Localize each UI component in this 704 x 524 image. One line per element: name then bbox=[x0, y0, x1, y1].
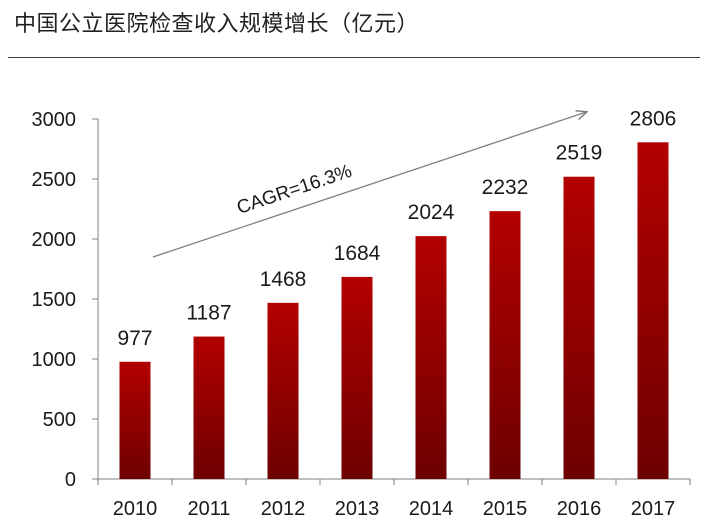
x-tick-label-2014: 2014 bbox=[409, 498, 454, 520]
y-tick-label: 1500 bbox=[32, 289, 77, 311]
y-tick-label: 1000 bbox=[32, 349, 77, 371]
title-divider bbox=[8, 57, 700, 58]
data-label-2013: 1684 bbox=[334, 242, 381, 265]
x-tick-label-2010: 2010 bbox=[113, 498, 158, 520]
bar-2011 bbox=[193, 336, 225, 479]
x-tick-label-2013: 2013 bbox=[335, 498, 380, 520]
data-label-2016: 2519 bbox=[556, 142, 603, 165]
bar-2014 bbox=[415, 236, 447, 479]
data-label-2015: 2232 bbox=[482, 176, 529, 199]
y-tick-label: 500 bbox=[43, 409, 76, 431]
page-title: 中国公立医院检查收入规模增长（亿元） bbox=[14, 12, 420, 37]
x-tick-label-2017: 2017 bbox=[631, 498, 676, 520]
y-tick-label: 2500 bbox=[32, 169, 77, 191]
bar-2012 bbox=[267, 302, 299, 479]
data-label-2017: 2806 bbox=[630, 107, 677, 130]
data-label-2011: 1187 bbox=[186, 302, 231, 325]
y-tick-label: 0 bbox=[65, 469, 76, 491]
data-label-2012: 1468 bbox=[260, 268, 307, 291]
data-label-2014: 2024 bbox=[408, 201, 455, 224]
bar-2013 bbox=[341, 276, 373, 479]
x-tick-label-2016: 2016 bbox=[557, 498, 602, 520]
x-tick-label-2015: 2015 bbox=[483, 498, 528, 520]
bar-2010 bbox=[119, 361, 151, 479]
bar-2017 bbox=[637, 142, 669, 479]
x-tick-label-2011: 2011 bbox=[187, 498, 230, 520]
data-label-2010: 977 bbox=[117, 327, 152, 350]
bar-2016 bbox=[563, 176, 595, 479]
x-tick-label-2012: 2012 bbox=[261, 498, 306, 520]
cagr-trend-arrow bbox=[152, 112, 587, 258]
y-tick-label: 3000 bbox=[32, 109, 77, 131]
bar-2015 bbox=[489, 211, 521, 479]
y-tick-label: 2000 bbox=[32, 229, 77, 251]
